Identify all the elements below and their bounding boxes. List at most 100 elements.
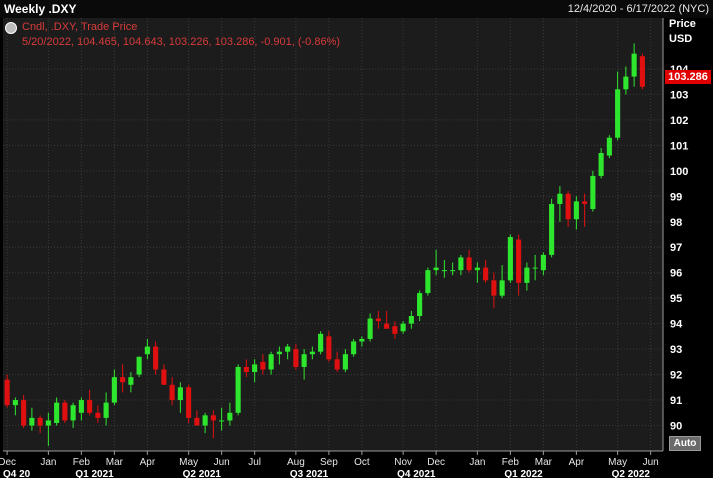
x-tick-label: Apr xyxy=(569,457,585,468)
y-tick-label: 97 xyxy=(670,242,682,254)
candle-body-up xyxy=(590,175,596,210)
candle-body-down xyxy=(565,193,571,220)
candle-body-up xyxy=(474,267,480,271)
candle-body-down xyxy=(639,56,645,87)
candle-body-up xyxy=(252,364,258,373)
candle-body-up xyxy=(524,267,530,283)
candle-body-down xyxy=(120,377,126,383)
axis-header-price: Price xyxy=(669,18,696,30)
candle-body-up xyxy=(128,377,134,385)
y-tick-label: 99 xyxy=(670,191,682,203)
candle-body-up xyxy=(276,351,282,355)
auto-scale-button[interactable]: Auto xyxy=(669,436,701,451)
candle-body-down xyxy=(186,387,192,418)
legend-toggle-icon[interactable] xyxy=(5,22,17,34)
candle-body-down xyxy=(392,326,398,334)
candle-body-down xyxy=(466,257,472,271)
plot-area xyxy=(3,18,663,451)
candle-body-up xyxy=(450,270,456,272)
candle-body-up xyxy=(103,402,109,418)
x-tick-label: Oct xyxy=(354,457,370,468)
candle-body-up xyxy=(598,152,604,176)
candle-body-down xyxy=(194,417,200,426)
candle-body-up xyxy=(400,323,406,332)
candle-body-up xyxy=(111,377,117,403)
candle-body-down xyxy=(4,379,10,406)
candle-body-up xyxy=(540,254,546,271)
candle-body-up xyxy=(301,354,307,367)
candle-body-up xyxy=(29,417,35,426)
y-tick-label: 98 xyxy=(670,217,682,229)
candle-body-up xyxy=(268,354,274,370)
candle-body-up xyxy=(235,366,241,413)
candle-body-down xyxy=(293,349,299,367)
candle-body-up xyxy=(623,76,629,90)
candle-body-up xyxy=(351,341,357,355)
candle-body-down xyxy=(491,280,497,296)
x-tick-label: Apr xyxy=(140,457,156,468)
x-tick-label: May xyxy=(608,457,627,468)
x-tick-label: Sep xyxy=(320,457,338,468)
candle-body-up xyxy=(78,400,84,413)
candle-body-down xyxy=(169,384,175,401)
candle-body-up xyxy=(202,415,208,426)
candle-body-up xyxy=(54,402,60,423)
title-bar: Weekly .DXY 12/4/2020 - 6/17/2022 (NYC) xyxy=(0,0,713,18)
candle-body-up xyxy=(408,316,414,324)
candle-body-up xyxy=(606,137,612,156)
candle-body-down xyxy=(62,402,68,421)
candle-body-up xyxy=(285,346,291,352)
candle-body-up xyxy=(367,318,373,339)
candle-body-up xyxy=(359,338,365,342)
x-tick-label: Feb xyxy=(73,457,91,468)
x-quarter-label: Q3 2021 xyxy=(290,469,329,478)
date-range: 12/4/2020 - 6/17/2022 (NYC) xyxy=(567,3,709,15)
y-tick-label: 95 xyxy=(670,293,682,305)
candle-body-up xyxy=(219,420,225,422)
candle-body-up xyxy=(499,280,505,296)
x-tick-label: Dec xyxy=(427,457,445,468)
candle-body-up xyxy=(309,351,315,355)
x-tick-label: Jul xyxy=(248,457,261,468)
candle-body-up xyxy=(549,203,555,255)
legend-values: 5/20/2022, 104.465, 104.643, 103.226, 10… xyxy=(22,36,341,48)
candle-body-up xyxy=(417,293,423,317)
candle-body-down xyxy=(483,267,489,281)
candle-body-down xyxy=(210,415,216,421)
candle-body-down xyxy=(384,323,390,329)
chart-title: Weekly .DXY xyxy=(4,2,77,16)
candle-body-down xyxy=(582,201,588,204)
candle-body-up xyxy=(45,420,51,426)
x-tick-label: Jan xyxy=(469,457,485,468)
candle-body-up xyxy=(318,333,324,352)
x-tick-label: Feb xyxy=(502,457,520,468)
candle-body-up xyxy=(631,53,637,77)
candle-body-down xyxy=(375,318,381,322)
candle-body-down xyxy=(161,369,167,385)
candle-body-down xyxy=(87,400,93,413)
candle-body-up xyxy=(425,270,431,294)
candle-body-down xyxy=(243,366,249,373)
x-tick-label: Aug xyxy=(287,457,305,468)
y-tick-label: 93 xyxy=(670,344,682,356)
x-tick-label: Dec xyxy=(0,457,16,468)
x-tick-label: Nov xyxy=(394,457,412,468)
candle-body-up xyxy=(342,354,348,370)
candle-body-down xyxy=(326,336,332,360)
candle-body-up xyxy=(615,89,621,138)
candle-body-up xyxy=(573,201,579,220)
x-quarter-label: Q2 2021 xyxy=(183,469,222,478)
candle-body-up xyxy=(12,400,18,406)
candle-body-up xyxy=(144,346,150,355)
candle-body-up xyxy=(136,356,142,375)
last-price-tag: 103.286 xyxy=(665,70,711,84)
y-tick-label: 94 xyxy=(670,319,683,331)
x-tick-label: Jun xyxy=(643,457,659,468)
x-quarter-label: Q4 20 xyxy=(3,469,31,478)
x-quarter-label: Q4 2021 xyxy=(397,469,436,478)
y-tick-label: 102 xyxy=(670,115,688,127)
candle-body-up xyxy=(177,387,183,401)
x-tick-label: Mar xyxy=(106,457,124,468)
candle-body-up xyxy=(458,257,464,271)
